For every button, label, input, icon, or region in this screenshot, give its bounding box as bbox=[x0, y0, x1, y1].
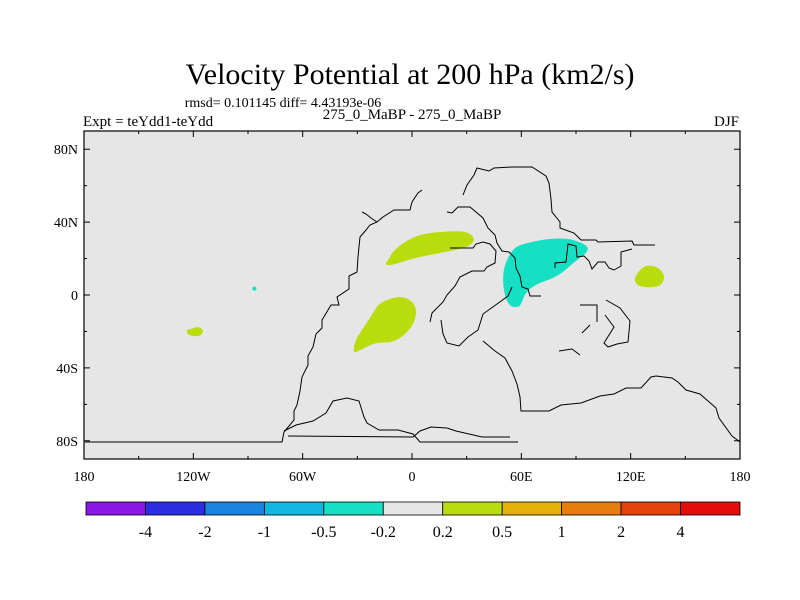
expt-label: Expt = teYdd1-teYdd bbox=[83, 114, 214, 130]
colorbar-label: -1 bbox=[258, 524, 271, 541]
colorbar-swatch bbox=[620, 501, 681, 516]
x-tick-label: 180 bbox=[730, 470, 751, 485]
y-tick-label: 80N bbox=[54, 143, 78, 158]
colorbar: -4 -2 -1 -0.5 -0.2 0.2 0.5 1 2 4 bbox=[85, 501, 741, 541]
colorbar-swatch bbox=[323, 501, 384, 516]
x-tick-label: 60W bbox=[289, 470, 317, 485]
colorbar-label: 0.2 bbox=[433, 524, 453, 541]
colorbar-swatch bbox=[382, 501, 444, 516]
coastline-antarctica bbox=[283, 397, 518, 443]
colorbar-swatch bbox=[263, 501, 325, 516]
chart-title: Velocity Potential at 200 hPa (km2/s) bbox=[185, 58, 634, 91]
y-tick-label: 40S bbox=[56, 362, 78, 377]
colorbar-label: 2 bbox=[617, 524, 625, 541]
colorbar-swatch bbox=[561, 501, 622, 516]
anomaly-north-africa-positive bbox=[385, 231, 474, 266]
colorbar-label: 1 bbox=[558, 524, 566, 541]
coastline-maritime bbox=[558, 299, 631, 356]
anomaly-south-atlantic-positive bbox=[353, 297, 416, 353]
y-axis: 80N 40N 0 40S 80S bbox=[54, 143, 740, 450]
coastline-se-asia bbox=[446, 206, 541, 297]
colorbar-label: -2 bbox=[198, 524, 211, 541]
coastline-antarctic-ridge bbox=[440, 286, 513, 347]
colorbar-swatch bbox=[680, 501, 741, 516]
coastline-indian-ocean bbox=[482, 340, 740, 443]
anomaly-south-america-negative bbox=[252, 286, 257, 291]
coastline-greenland bbox=[361, 211, 378, 223]
colorbar-swatch bbox=[442, 501, 503, 516]
x-tick-label: 120W bbox=[176, 470, 211, 485]
coastline-layer bbox=[85, 166, 740, 443]
coastline-eurasia bbox=[462, 166, 655, 271]
x-axis: 180 120W 60W 0 60E 120E 180 bbox=[74, 131, 751, 485]
colorbar-swatch bbox=[204, 501, 265, 516]
plot-background bbox=[84, 131, 740, 459]
y-tick-label: 80S bbox=[56, 435, 78, 450]
x-tick-label: 120E bbox=[616, 470, 646, 485]
season-label: DJF bbox=[714, 114, 739, 130]
coastline-americas bbox=[85, 189, 423, 443]
x-tick-label: 0 bbox=[409, 470, 416, 485]
anomaly-west-pacific-positive bbox=[634, 265, 665, 288]
colorbar-label: 0.5 bbox=[492, 524, 512, 541]
y-tick-label: 0 bbox=[71, 289, 78, 304]
colorbar-label: -0.2 bbox=[371, 524, 396, 541]
colorbar-swatch bbox=[85, 501, 146, 516]
colorbar-swatch bbox=[501, 501, 563, 516]
colorbar-label: -4 bbox=[139, 524, 152, 541]
coastline-north-africa bbox=[429, 241, 497, 323]
case-label: 275_0_MaBP - 275_0_MaBP bbox=[323, 107, 502, 123]
stats-label: rmsd= 0.101145 diff= 4.43193e-06 bbox=[185, 96, 382, 111]
x-tick-label: 180 bbox=[74, 470, 95, 485]
x-tick-label: 60E bbox=[510, 470, 533, 485]
colorbar-swatch bbox=[145, 501, 206, 516]
anomaly-south-pacific-positive bbox=[186, 327, 203, 337]
y-tick-label: 40N bbox=[54, 216, 78, 231]
colorbar-label: 4 bbox=[677, 524, 685, 541]
colorbar-label: -0.5 bbox=[311, 524, 336, 541]
